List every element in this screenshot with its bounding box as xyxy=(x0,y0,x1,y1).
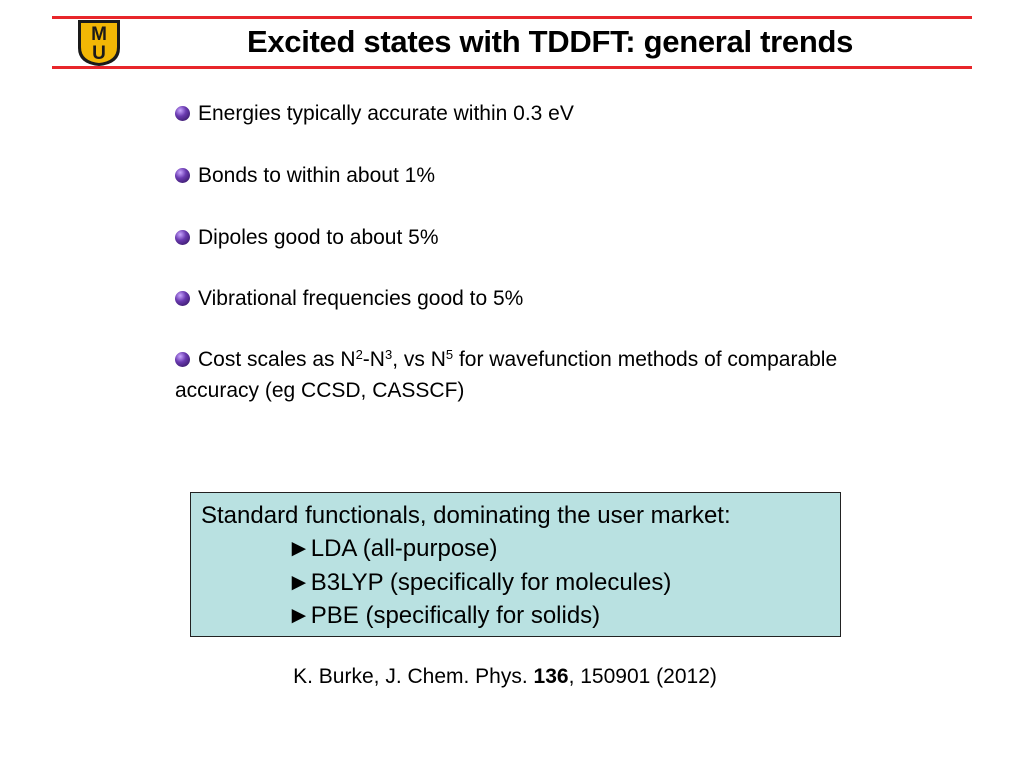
logo-letter: M xyxy=(91,24,107,45)
bullet-text: Energies typically accurate within 0.3 e… xyxy=(198,102,574,125)
bullet: Bonds to within about 1% xyxy=(175,160,875,191)
bottom-rule xyxy=(52,66,972,69)
box-item: ►LDA (all-purpose) xyxy=(287,535,498,562)
reference-text: , 150901 (2012) xyxy=(568,665,717,688)
callout-box: Standard functionals, dominating the use… xyxy=(190,492,841,637)
reference-text: K. Burke, J. Chem. Phys. xyxy=(293,665,534,688)
box-item: ►PBE (specifically for solids) xyxy=(287,602,601,629)
superscript: 3 xyxy=(384,347,393,362)
bullet-text: Bonds to within about 1% xyxy=(198,164,435,187)
bullet: Cost scales as N2-N3, vs N5 for wavefunc… xyxy=(175,344,875,406)
bullet-icon xyxy=(175,352,190,367)
bullet-text: -N xyxy=(362,348,385,371)
bullet: Vibrational frequencies good to 5% xyxy=(175,283,875,314)
bullet-icon xyxy=(175,106,190,121)
superscript: 2 xyxy=(355,347,363,362)
bullet-icon xyxy=(175,168,190,183)
bullet: Dipoles good to about 5% xyxy=(175,222,875,253)
logo-fill xyxy=(81,23,117,63)
reference: K. Burke, J. Chem. Phys. 136, 150901 (20… xyxy=(0,665,1010,689)
top-rule xyxy=(52,16,972,19)
bullet-text: Vibrational frequencies good to 5% xyxy=(198,287,524,310)
slide-title: Excited states with TDDFT: general trend… xyxy=(246,24,854,59)
box-item: ►B3LYP (specifically for molecules) xyxy=(287,568,672,596)
bullet-text: , vs N xyxy=(392,348,446,371)
logo: M U xyxy=(78,20,120,66)
superscript: 5 xyxy=(445,347,454,362)
bullet-icon xyxy=(175,230,190,245)
bullet: Energies typically accurate within 0.3 e… xyxy=(175,98,875,129)
bullet-icon xyxy=(175,291,190,306)
reference-volume: 136 xyxy=(533,665,569,688)
bullet-text: Cost scales as N xyxy=(198,348,356,371)
bullet-text: Dipoles good to about 5% xyxy=(198,226,439,249)
bullet-text: for wavefunction methods of comparable a… xyxy=(175,348,838,402)
box-heading: Standard functionals, dominating the use… xyxy=(201,502,731,529)
logo-letter: U xyxy=(92,43,106,64)
